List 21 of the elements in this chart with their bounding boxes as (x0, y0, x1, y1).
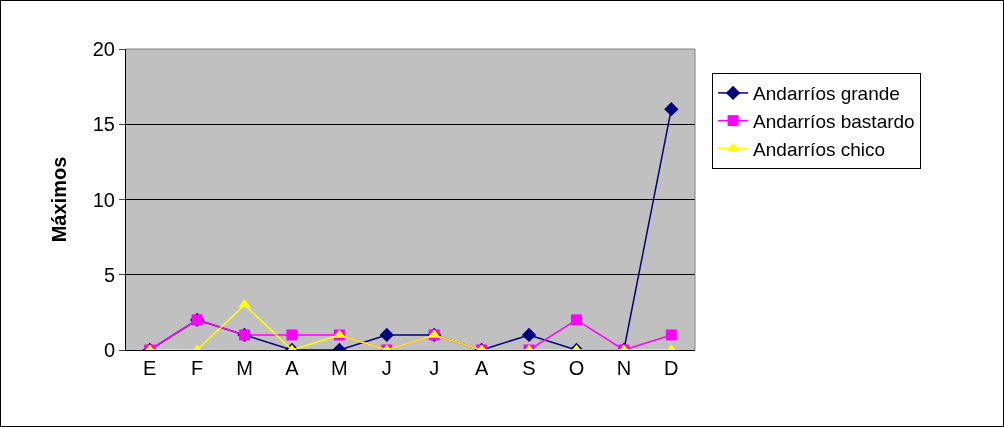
x-tick-label: E (143, 357, 157, 379)
y-tick-label: 20 (92, 38, 115, 60)
x-tick-label: O (568, 357, 585, 379)
x-tick-label: M (236, 357, 253, 379)
legend-label: Andarríos grande (753, 83, 900, 105)
x-tick-label: N (616, 357, 632, 379)
y-tick-label: 10 (92, 188, 115, 211)
legend-label: Andarríos chico (753, 138, 886, 160)
x-tick-label: F (191, 357, 204, 379)
x-tick-label: M (331, 357, 348, 379)
x-tick-label: A (474, 357, 489, 379)
y-tick-label: 0 (103, 339, 115, 361)
y-tick-label: 15 (92, 113, 115, 136)
x-tick-label: A (285, 357, 300, 379)
x-tick-label: S (522, 357, 536, 379)
y-tick-label: 5 (103, 263, 115, 286)
legend-label: Andarríos bastardo (753, 111, 915, 133)
x-tick-label: J (429, 357, 440, 379)
y-axis-title: Máximos (48, 156, 71, 243)
x-tick-label: J (381, 357, 392, 379)
x-tick-label: D (664, 357, 679, 379)
